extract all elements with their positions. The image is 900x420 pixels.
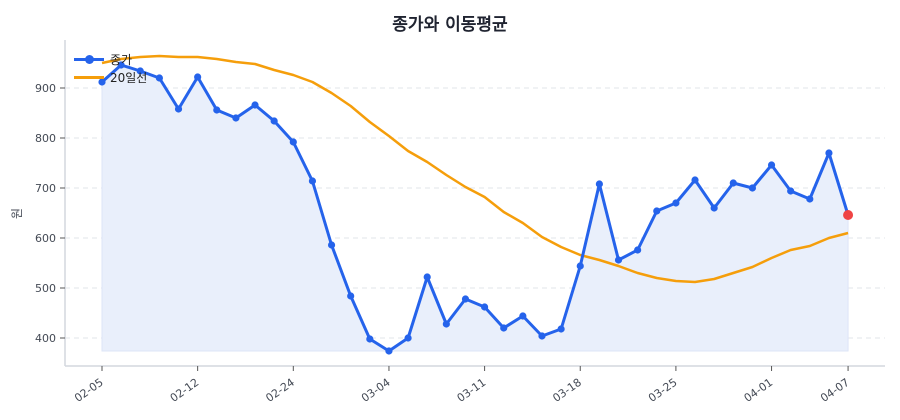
svg-text:03-04: 03-04 <box>359 376 393 405</box>
close-markers <box>98 61 854 355</box>
svg-text:02-24: 02-24 <box>263 376 297 405</box>
svg-text:400: 400 <box>35 332 56 345</box>
svg-text:700: 700 <box>35 182 56 195</box>
ma20-line <box>101 54 849 284</box>
svg-text:04-01: 04-01 <box>742 376 776 405</box>
svg-text:800: 800 <box>35 132 56 145</box>
svg-text:03-25: 03-25 <box>646 376 680 405</box>
svg-text:02-05: 02-05 <box>72 376 106 405</box>
y-axis-ticks: 400 500 600 700 800 900 <box>35 82 65 345</box>
svg-text:600: 600 <box>35 232 56 245</box>
axes <box>64 40 885 367</box>
legend-item-ma20: 20일선 <box>74 68 147 86</box>
chart-title: 종가와 이동평균 <box>392 15 508 35</box>
x-axis-ticks: 02-05 02-12 02-24 03-04 03-11 03-18 03-25 04-01… <box>72 366 852 405</box>
close-line <box>101 63 850 353</box>
svg-text:500: 500 <box>35 282 56 295</box>
legend: 종가 20일선 <box>74 50 147 86</box>
svg-text:900: 900 <box>35 82 56 95</box>
svg-text:03-11: 03-11 <box>455 376 489 405</box>
svg-text:03-18: 03-18 <box>550 376 584 405</box>
legend-item-close: 종가 <box>74 50 147 68</box>
legend-label: 20일선 <box>110 70 148 85</box>
svg-text:04-07: 04-07 <box>818 376 852 405</box>
legend-line-icon <box>74 75 104 79</box>
legend-label: 종가 <box>110 52 133 67</box>
svg-text:02-12: 02-12 <box>168 376 202 405</box>
legend-line-marker-icon <box>74 54 104 64</box>
